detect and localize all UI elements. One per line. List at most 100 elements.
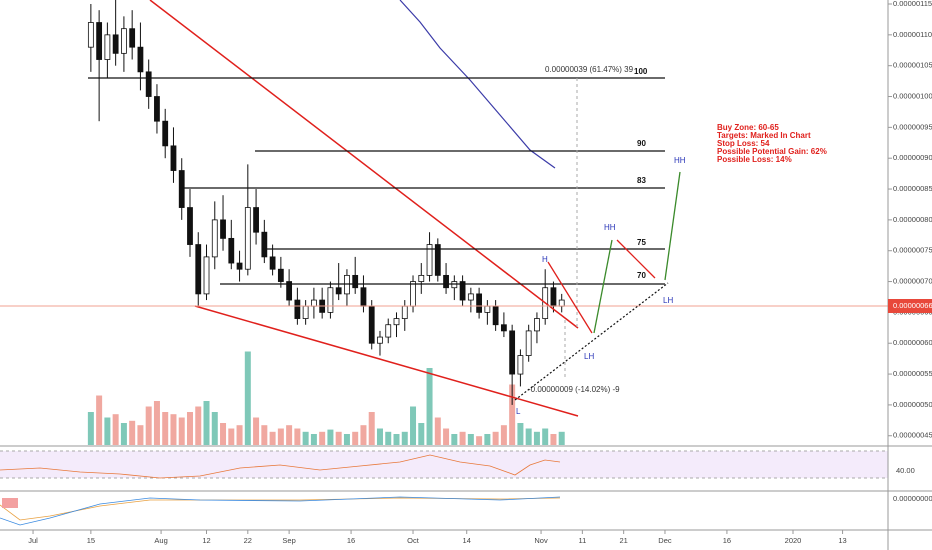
rsi-label: 40.00 — [896, 466, 915, 475]
candle-body — [476, 293, 483, 313]
volume-bar — [360, 425, 367, 445]
candle-body — [286, 281, 293, 301]
volume-bar — [211, 412, 218, 445]
y-tick-label: 0.00000080 — [893, 215, 932, 224]
candle-body — [96, 22, 103, 60]
x-tick-label: 11 — [578, 536, 586, 545]
volume-bar — [401, 431, 408, 445]
pattern-label: LH — [584, 352, 594, 361]
x-tick-label: 21 — [619, 536, 627, 545]
candle-body — [310, 299, 317, 307]
volume-bar — [310, 434, 317, 445]
x-tick-label: Dec — [658, 536, 672, 545]
candle-body — [178, 170, 185, 208]
macd-label: 0.00000000 — [893, 494, 932, 503]
volume-bar — [162, 412, 169, 445]
candle-body — [253, 207, 259, 233]
candle-body — [377, 336, 383, 344]
x-tick-label: 14 — [463, 536, 471, 545]
volume-bar — [261, 425, 268, 445]
volume-bar — [129, 420, 136, 445]
volume-bar — [558, 431, 565, 445]
projection-down — [616, 239, 656, 279]
y-tick-label: 0.00000110 — [893, 30, 932, 39]
volume-bar — [236, 425, 243, 445]
volume-bar — [253, 417, 260, 445]
volume-bar — [319, 431, 326, 445]
candle-body — [269, 256, 276, 270]
candle-body — [500, 324, 507, 332]
rsi-band — [0, 451, 888, 478]
candle-body — [228, 237, 235, 264]
y-tick-label: 0.00000045 — [893, 431, 932, 440]
x-tick-label: 16 — [723, 536, 731, 545]
candle-layer — [87, 0, 565, 405]
volume-bar — [286, 425, 293, 445]
y-tick-label: 0.00000095 — [893, 122, 932, 131]
candle-body — [220, 219, 226, 239]
candle-body — [145, 71, 152, 97]
candle-body — [112, 34, 119, 54]
y-tick-label: 0.00000060 — [893, 338, 932, 347]
level-label: 75 — [637, 238, 646, 247]
candle-body — [393, 318, 400, 326]
volume-bar — [145, 406, 152, 445]
volume-bar — [525, 428, 532, 445]
volume-bar — [87, 412, 94, 445]
x-tick-label: 2020 — [785, 536, 802, 545]
candle-body — [211, 219, 218, 258]
volume-bar — [244, 351, 251, 445]
candle-body — [352, 274, 359, 289]
volume-bar — [269, 431, 276, 445]
candle-body — [459, 281, 466, 301]
volume-bar — [484, 434, 491, 445]
wedge-upper — [149, 0, 579, 329]
volume-bar — [104, 417, 111, 445]
volume-bar — [277, 428, 284, 445]
x-tick-label: 12 — [202, 536, 210, 545]
volume-bar — [120, 423, 127, 445]
candle-body — [509, 330, 516, 375]
candle-body — [104, 34, 111, 60]
candle-body — [525, 330, 532, 356]
volume-bar — [426, 368, 433, 445]
projection-up — [664, 171, 681, 281]
candle-body — [385, 324, 392, 338]
candle-body — [137, 46, 144, 73]
candle-body — [162, 120, 169, 147]
volume-bar — [294, 428, 301, 445]
volume-bar — [542, 428, 549, 445]
y-tick-label: 0.00000090 — [893, 153, 932, 162]
candle-body — [327, 287, 334, 313]
y-tick-label: 0.00000050 — [893, 400, 932, 409]
y-tick-label: 0.00000115 — [893, 0, 932, 8]
volume-bar — [550, 434, 557, 445]
x-tick-label: Nov — [534, 536, 548, 545]
candle-body — [434, 244, 441, 276]
wedge-lower — [194, 305, 579, 417]
x-tick-label: 15 — [87, 536, 95, 545]
pattern-label: LH — [663, 296, 673, 305]
rsi-line — [0, 454, 561, 479]
pattern-label: HH — [604, 223, 616, 232]
note: Possible Loss: 14% — [717, 155, 792, 164]
candle-body — [368, 305, 375, 344]
candle-body — [467, 293, 474, 301]
candle-body — [121, 28, 127, 54]
volume-bar — [533, 431, 540, 445]
volume-bar — [443, 428, 450, 445]
x-tick-label: Aug — [154, 536, 167, 545]
y-tick-label: 0.00000055 — [893, 369, 932, 378]
volume-bar — [500, 425, 507, 445]
level-label: 90 — [637, 139, 646, 148]
candle-body — [302, 305, 309, 319]
volume-bar — [228, 428, 235, 445]
pattern-label: HH — [674, 156, 686, 165]
candle-body — [294, 299, 301, 319]
candle-body — [401, 305, 408, 319]
candle-body — [154, 96, 160, 122]
measure-label: -0.00000009 (-14.02%) -9 — [528, 385, 620, 394]
volume-layer — [87, 351, 565, 445]
candle-body — [550, 287, 557, 307]
